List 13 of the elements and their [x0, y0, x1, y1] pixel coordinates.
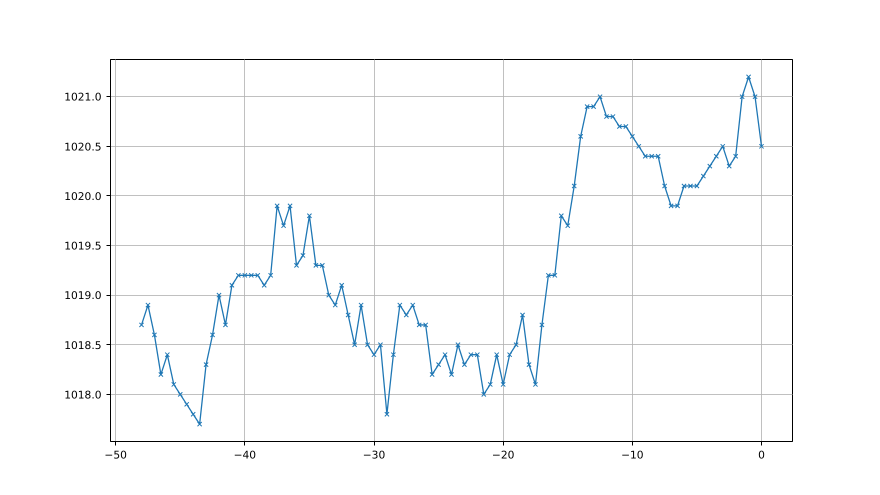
y-tick-label: 1019.0	[64, 289, 102, 302]
y-tick-label: 1018.5	[64, 338, 102, 352]
y-tick-label: 1020.0	[64, 190, 102, 203]
x-tick-label: −30	[362, 448, 386, 462]
x-tick-label: 0	[758, 448, 766, 462]
x-tick-label: −10	[621, 448, 644, 462]
x-tick-label: −20	[492, 448, 515, 462]
x-tick-label: −50	[104, 448, 128, 462]
x-tick-label: −40	[234, 448, 256, 462]
y-tick-label: 1020.5	[64, 140, 102, 154]
y-tick-label: 1019.5	[64, 240, 102, 253]
y-tick-label: 1018.0	[64, 388, 102, 402]
y-tick-label: 1021.0	[64, 90, 102, 104]
